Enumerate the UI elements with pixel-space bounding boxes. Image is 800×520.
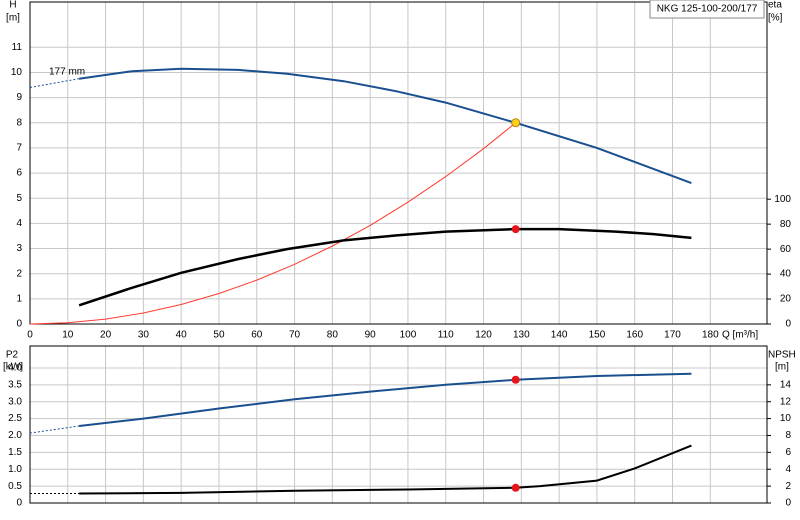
operating-point [511,225,520,234]
operating-point [511,118,521,128]
x-tick-label: 140 [551,330,568,341]
y-tick-label: 1 [16,293,22,304]
plot-frame [29,345,768,504]
y-tick-label: 4 [16,218,22,229]
y-tick-label: 1.5 [8,447,22,458]
y-tick-label: 10 [11,67,23,78]
x-tick-label: 130 [513,330,530,341]
y-axis-unit: [kW] [3,362,23,373]
y-tick-label: 11 [12,42,23,53]
y2-tick-label: 12 [780,396,792,407]
y-tick-label: 0 [16,498,22,509]
x-tick-label: 120 [475,330,492,341]
x-tick-label: 30 [138,330,150,341]
x-tick-label: 0 [27,330,33,341]
y2-tick-label: 0 [785,319,791,330]
x-tick-label: 70 [289,330,301,341]
y2-tick-label: 60 [780,244,792,255]
y2-axis-unit: [m] [775,362,789,373]
y-tick-label: 7 [16,143,22,154]
x-tick-label: 60 [251,330,263,341]
x-tick-label: 180 [702,330,719,341]
x-tick-label: 90 [365,330,377,341]
y-tick-label: 3 [16,243,22,254]
curve [78,227,692,307]
chart-title: NKG 125-100-200/177 [657,4,758,15]
y2-tick-label: 14 [780,379,792,390]
x-tick-label: 40 [176,330,188,341]
y2-tick-label: 2 [785,481,791,492]
y-tick-label: 0 [16,319,22,330]
y-tick-label: 2 [16,268,22,279]
y2-tick-label: 20 [780,294,792,305]
y2-tick-label: 8 [785,430,791,441]
y-tick-label: 2.0 [8,430,22,441]
operating-point [511,375,520,384]
y-tick-label: 5 [16,193,22,204]
curve [78,67,692,185]
curve [29,78,80,88]
x-tick-label: 80 [327,330,339,341]
y2-tick-label: 10 [780,413,792,424]
x-tick-label: 160 [626,330,643,341]
curve [78,372,692,427]
x-tick-label: 20 [100,330,112,341]
y2-tick-label: 40 [780,269,792,280]
y-axis-title: P2 [6,350,19,361]
y2-tick-label: 80 [780,219,792,230]
plot-frame [29,1,768,325]
y-tick-label: 0.5 [8,481,22,492]
x-tick-label: 150 [589,330,606,341]
y-tick-label: 3.0 [8,396,22,407]
y-tick-label: 9 [16,92,22,103]
y2-axis-title: NPSH [768,350,796,361]
x-tick-label: 170 [664,330,681,341]
x-axis-title: Q [m³/h] [722,330,758,341]
y-tick-label: 6 [16,168,22,179]
y-tick-label: 2.5 [8,413,22,424]
y2-tick-label: 0 [785,498,791,509]
operating-point [511,483,520,492]
x-tick-label: 10 [62,330,74,341]
curve [29,425,80,434]
y-tick-label: 3.5 [8,379,22,390]
y-axis-title: H [9,0,16,11]
curve [29,122,517,325]
y2-tick-label: 6 [785,447,791,458]
y-axis-unit: [m] [6,13,20,24]
curve-label: 177 mm [49,66,85,77]
y2-tick-label: 4 [785,464,791,475]
title-box [649,0,765,19]
x-tick-label: 50 [213,330,225,341]
y2-tick-label: 100 [774,194,791,205]
x-tick-label: 100 [400,330,417,341]
x-tick-label: 110 [438,330,454,341]
y-tick-label: 4.0 [8,363,22,374]
y-tick-label: 1.0 [8,464,22,475]
y-tick-label: 8 [16,117,22,128]
y2-axis-unit: [%] [768,13,783,24]
y2-axis-title: eta [768,0,782,11]
